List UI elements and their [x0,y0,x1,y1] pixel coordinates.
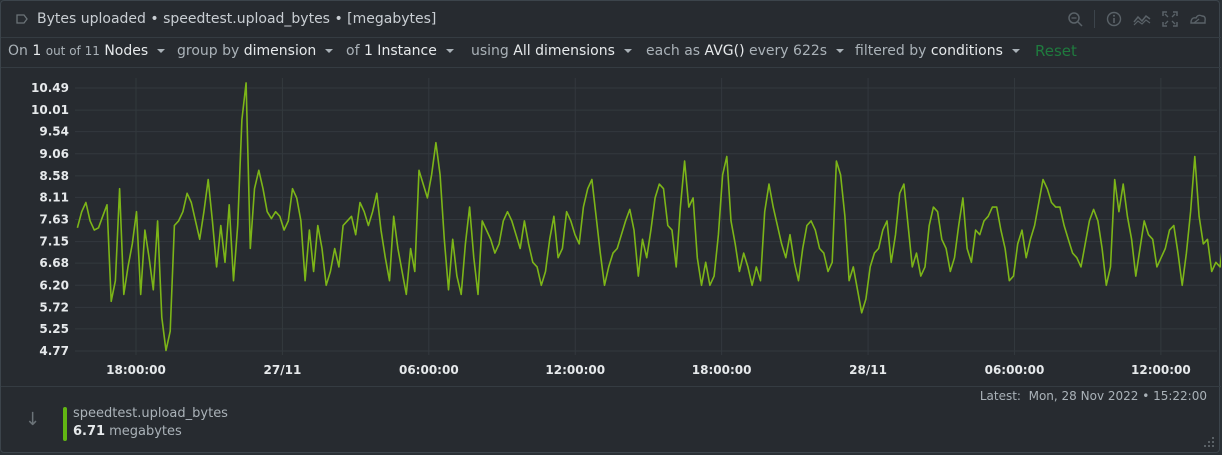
resize-handle-icon[interactable] [1203,436,1215,448]
filtered-value: conditions [930,43,1003,59]
chevron-down-icon [325,49,334,53]
x-tick-label: 06:00:00 [985,363,1045,377]
x-tick-label: 06:00:00 [399,363,459,377]
chart-title-icon [16,14,28,24]
legend-color-swatch [63,407,67,441]
info-icon[interactable] [1105,10,1123,28]
every-label: every 622s [749,43,828,59]
hide-icon[interactable] [1189,10,1207,28]
conditions-filter[interactable]: filtered by conditions [855,43,1021,59]
group-value: dimension [243,43,317,59]
toolbar-divider [1094,10,1095,28]
group-prefix: group by [177,43,240,59]
using-value: All dimensions [513,43,615,59]
nodes-count: 1 [32,43,42,59]
instance-filter[interactable]: of 1 Instance [346,43,455,59]
legend-value: 6.71 [73,424,106,439]
instance-prefix: of [346,43,360,59]
y-tick-label: 8.58 [39,169,69,183]
chevron-down-icon [1011,49,1020,53]
chart-title: Bytes uploaded • speedtest.upload_bytes … [37,11,436,27]
instance-value: 1 Instance [363,43,437,59]
x-tick-label: 27/11 [264,363,302,377]
sort-down-icon[interactable]: ↓ [25,409,41,430]
x-axis: 18:00:00 27/11 06:00:00 12:00:00 18:00:00 28/… [106,363,1191,377]
chart-title-sep-2: • [334,11,348,27]
latest-value: Mon, 28 Nov 2022 • 15:22:00 [1028,389,1207,403]
legend-series-name[interactable]: speedtest.upload_bytes [73,406,228,421]
nodes-outof: out of 11 [45,44,100,58]
chart-grid [75,78,1217,355]
agg-prefix: each as [646,43,701,59]
legend-series-value: 6.71 megabytes [73,424,182,439]
chart-title-text: Bytes uploaded [37,11,146,27]
group-by-filter[interactable]: group by dimension [177,43,334,59]
legend-unit: megabytes [109,424,182,439]
fullscreen-icon[interactable] [1161,10,1179,28]
x-tick-label: 12:00:00 [545,363,605,377]
x-tick-label: 18:00:00 [692,363,752,377]
chevron-down-icon [623,49,632,53]
chart-area[interactable]: 10.49 10.01 9.54 9.06 8.58 8.11 7.63 7.15 6.68 6.… [1,68,1222,386]
chart-header: Bytes uploaded • speedtest.upload_bytes … [1,1,1221,38]
chart-type-icon[interactable] [1133,10,1151,28]
chart-toolbar [1066,10,1207,28]
y-tick-label: 8.11 [39,190,69,204]
chevron-down-icon [157,49,166,53]
y-tick-label: 6.20 [39,278,69,292]
line-chart[interactable]: 10.49 10.01 9.54 9.06 8.58 8.11 7.63 7.15 6.68 6.… [1,68,1222,386]
y-tick-label: 9.06 [39,147,69,161]
y-axis: 10.49 10.01 9.54 9.06 8.58 8.11 7.63 7.15 6.68 6.… [31,81,69,358]
chevron-down-icon [836,49,845,53]
reset-button[interactable]: Reset [1035,42,1077,60]
aggregation-filter[interactable]: each as AVG() every 622s [646,43,845,59]
series-layer [76,82,1222,352]
agg-value: AVG() [704,43,745,59]
chart-context: speedtest.upload_bytes [163,11,330,27]
zoom-icon[interactable] [1066,10,1084,28]
y-tick-label: 5.25 [39,322,69,336]
y-tick-label: 7.15 [39,235,69,249]
chart-units: [megabytes] [347,11,437,27]
nodes-filter[interactable]: On 1 out of 11 Nodes [8,43,166,59]
chevron-down-icon [445,49,454,53]
chart-footer: Latest: Mon, 28 Nov 2022 • 15:22:00 ↓ sp… [1,386,1221,454]
using-prefix: using [471,43,509,59]
latest-label: Latest: [979,389,1021,403]
y-tick-label: 6.68 [39,256,69,270]
nodes-label: Nodes [104,43,149,59]
series-line-speedtest-upload-bytes[interactable] [76,82,1222,352]
latest-timestamp: Latest: Mon, 28 Nov 2022 • 15:22:00 [980,389,1207,403]
y-tick-label: 10.49 [31,81,69,95]
y-tick-label: 10.01 [31,103,69,117]
filtered-prefix: filtered by [855,43,927,59]
dimensions-filter[interactable]: using All dimensions [471,43,633,59]
chart-title-sep-1: • [150,11,164,27]
x-tick-label: 18:00:00 [106,363,166,377]
y-tick-label: 7.63 [39,213,69,227]
x-tick-label: 12:00:00 [1131,363,1191,377]
filter-bar: On 1 out of 11 Nodes group by dimension … [1,38,1221,68]
y-tick-label: 5.72 [39,300,69,314]
y-tick-label: 9.54 [39,125,69,139]
x-tick-label: 28/11 [849,363,887,377]
y-tick-label: 4.77 [39,344,69,358]
nodes-prefix: On [8,43,28,59]
